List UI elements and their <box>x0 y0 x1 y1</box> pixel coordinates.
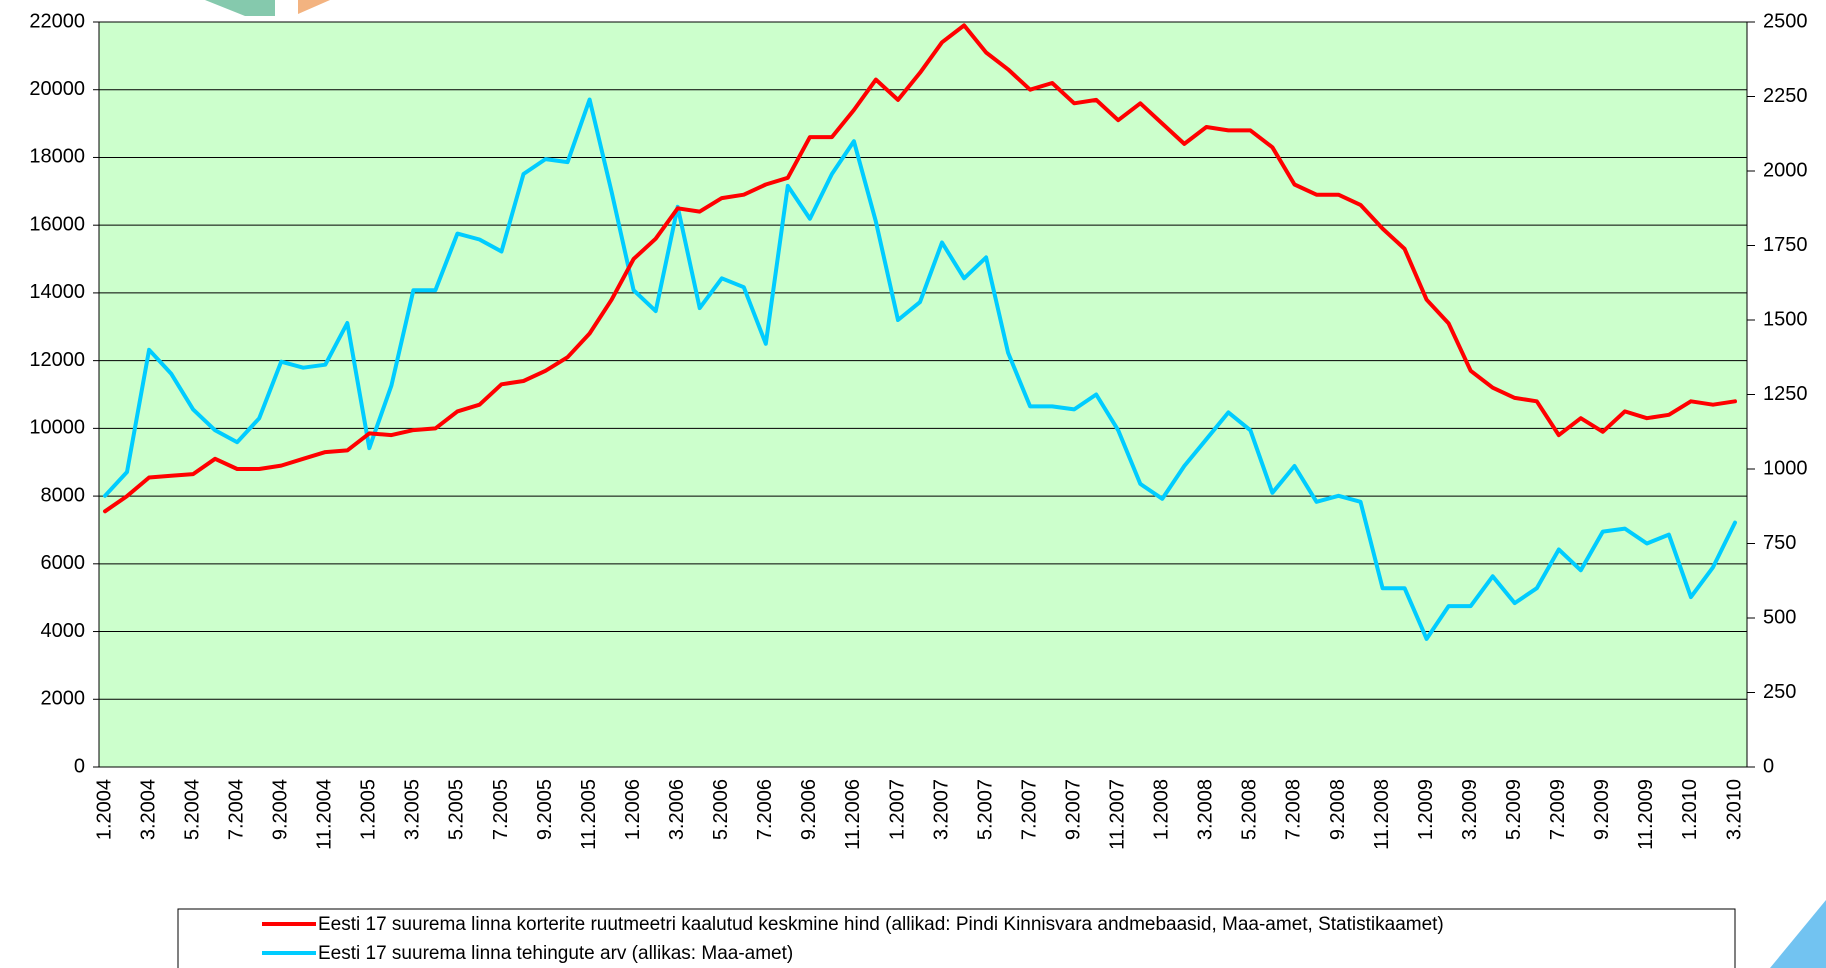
y2-tick-label: 750 <box>1763 532 1796 554</box>
y-tick-label: 8000 <box>41 484 86 506</box>
logo-shape <box>205 0 275 16</box>
y-tick-label: 6000 <box>41 552 86 574</box>
x-tick-label: 7.2006 <box>754 779 776 840</box>
x-tick-label: 7.2009 <box>1547 779 1569 840</box>
y2-tick-label: 250 <box>1763 681 1796 703</box>
y2-tick-label: 2250 <box>1763 85 1808 107</box>
x-tick-label: 1.2007 <box>886 779 908 840</box>
x-tick-label: 1.2006 <box>622 779 644 840</box>
y2-tick-label: 0 <box>1763 755 1774 777</box>
legend-label: Eesti 17 suurema linna tehingute arv (al… <box>318 943 793 964</box>
x-tick-label: 3.2007 <box>930 779 952 840</box>
x-tick-label: 3.2006 <box>666 779 688 840</box>
x-tick-label: 9.2006 <box>798 779 820 840</box>
x-tick-label: 11.2005 <box>578 779 600 850</box>
logo-shape <box>1770 900 1826 968</box>
x-tick-label: 11.2006 <box>842 779 864 850</box>
x-tick-label: 9.2009 <box>1591 779 1613 840</box>
x-tick-label: 1.2010 <box>1679 779 1701 840</box>
x-tick-label: 11.2008 <box>1371 779 1393 850</box>
y-tick-label: 12000 <box>29 349 85 371</box>
x-tick-label: 7.2004 <box>225 779 247 840</box>
x-tick-label: 3.2009 <box>1459 779 1481 840</box>
x-tick-label: 7.2007 <box>1018 779 1040 840</box>
legend <box>177 908 1736 968</box>
y-tick-label: 16000 <box>29 213 85 235</box>
x-tick-label: 7.2005 <box>490 779 512 840</box>
x-tick-label: 9.2004 <box>269 779 291 840</box>
x-tick-label: 11.2007 <box>1107 779 1129 850</box>
y-tick-label: 22000 <box>29 10 85 32</box>
x-tick-label: 3.2010 <box>1723 779 1745 840</box>
y2-tick-label: 1500 <box>1763 308 1808 330</box>
y2-tick-label: 1000 <box>1763 457 1808 479</box>
y-tick-label: 18000 <box>29 146 85 168</box>
x-tick-label: 5.2006 <box>710 779 732 840</box>
legend-label: Eesti 17 suurema linna korterite ruutmee… <box>318 914 1444 935</box>
y-tick-label: 14000 <box>29 281 85 303</box>
x-tick-label: 3.2004 <box>137 779 159 840</box>
x-tick-label: 11.2004 <box>314 779 336 850</box>
x-tick-label: 5.2008 <box>1239 779 1261 840</box>
y-tick-label: 4000 <box>41 620 86 642</box>
y2-tick-label: 2000 <box>1763 159 1808 181</box>
x-tick-label: 9.2007 <box>1062 779 1084 840</box>
x-tick-label: 9.2005 <box>534 779 556 840</box>
y2-tick-label: 2500 <box>1763 10 1808 32</box>
logo-shape <box>298 0 330 14</box>
y-tick-label: 2000 <box>41 688 86 710</box>
y-tick-label: 0 <box>74 755 85 777</box>
x-tick-label: 7.2008 <box>1283 779 1305 840</box>
x-tick-label: 5.2007 <box>974 779 996 840</box>
x-tick-label: 3.2008 <box>1195 779 1217 840</box>
x-tick-label: 5.2004 <box>181 779 203 840</box>
y2-tick-label: 500 <box>1763 606 1796 628</box>
y2-tick-label: 1250 <box>1763 383 1808 405</box>
x-tick-label: 11.2009 <box>1635 779 1657 850</box>
x-tick-label: 9.2008 <box>1327 779 1349 840</box>
plot-area <box>93 21 1755 768</box>
series-line <box>103 97 1737 641</box>
y2-tick-label: 1750 <box>1763 234 1808 256</box>
x-tick-label: 1.2009 <box>1415 779 1437 840</box>
x-tick-label: 5.2009 <box>1503 779 1525 840</box>
x-tick-label: 5.2005 <box>446 779 468 840</box>
y-tick-label: 10000 <box>29 417 85 439</box>
x-tick-label: 1.2004 <box>93 779 115 840</box>
plot-background <box>98 21 1748 768</box>
x-tick-label: 1.2008 <box>1151 779 1173 840</box>
x-tick-label: 1.2005 <box>358 779 380 840</box>
x-tick-label: 3.2005 <box>402 779 424 840</box>
series-line <box>103 23 1737 514</box>
y-tick-label: 20000 <box>29 78 85 100</box>
